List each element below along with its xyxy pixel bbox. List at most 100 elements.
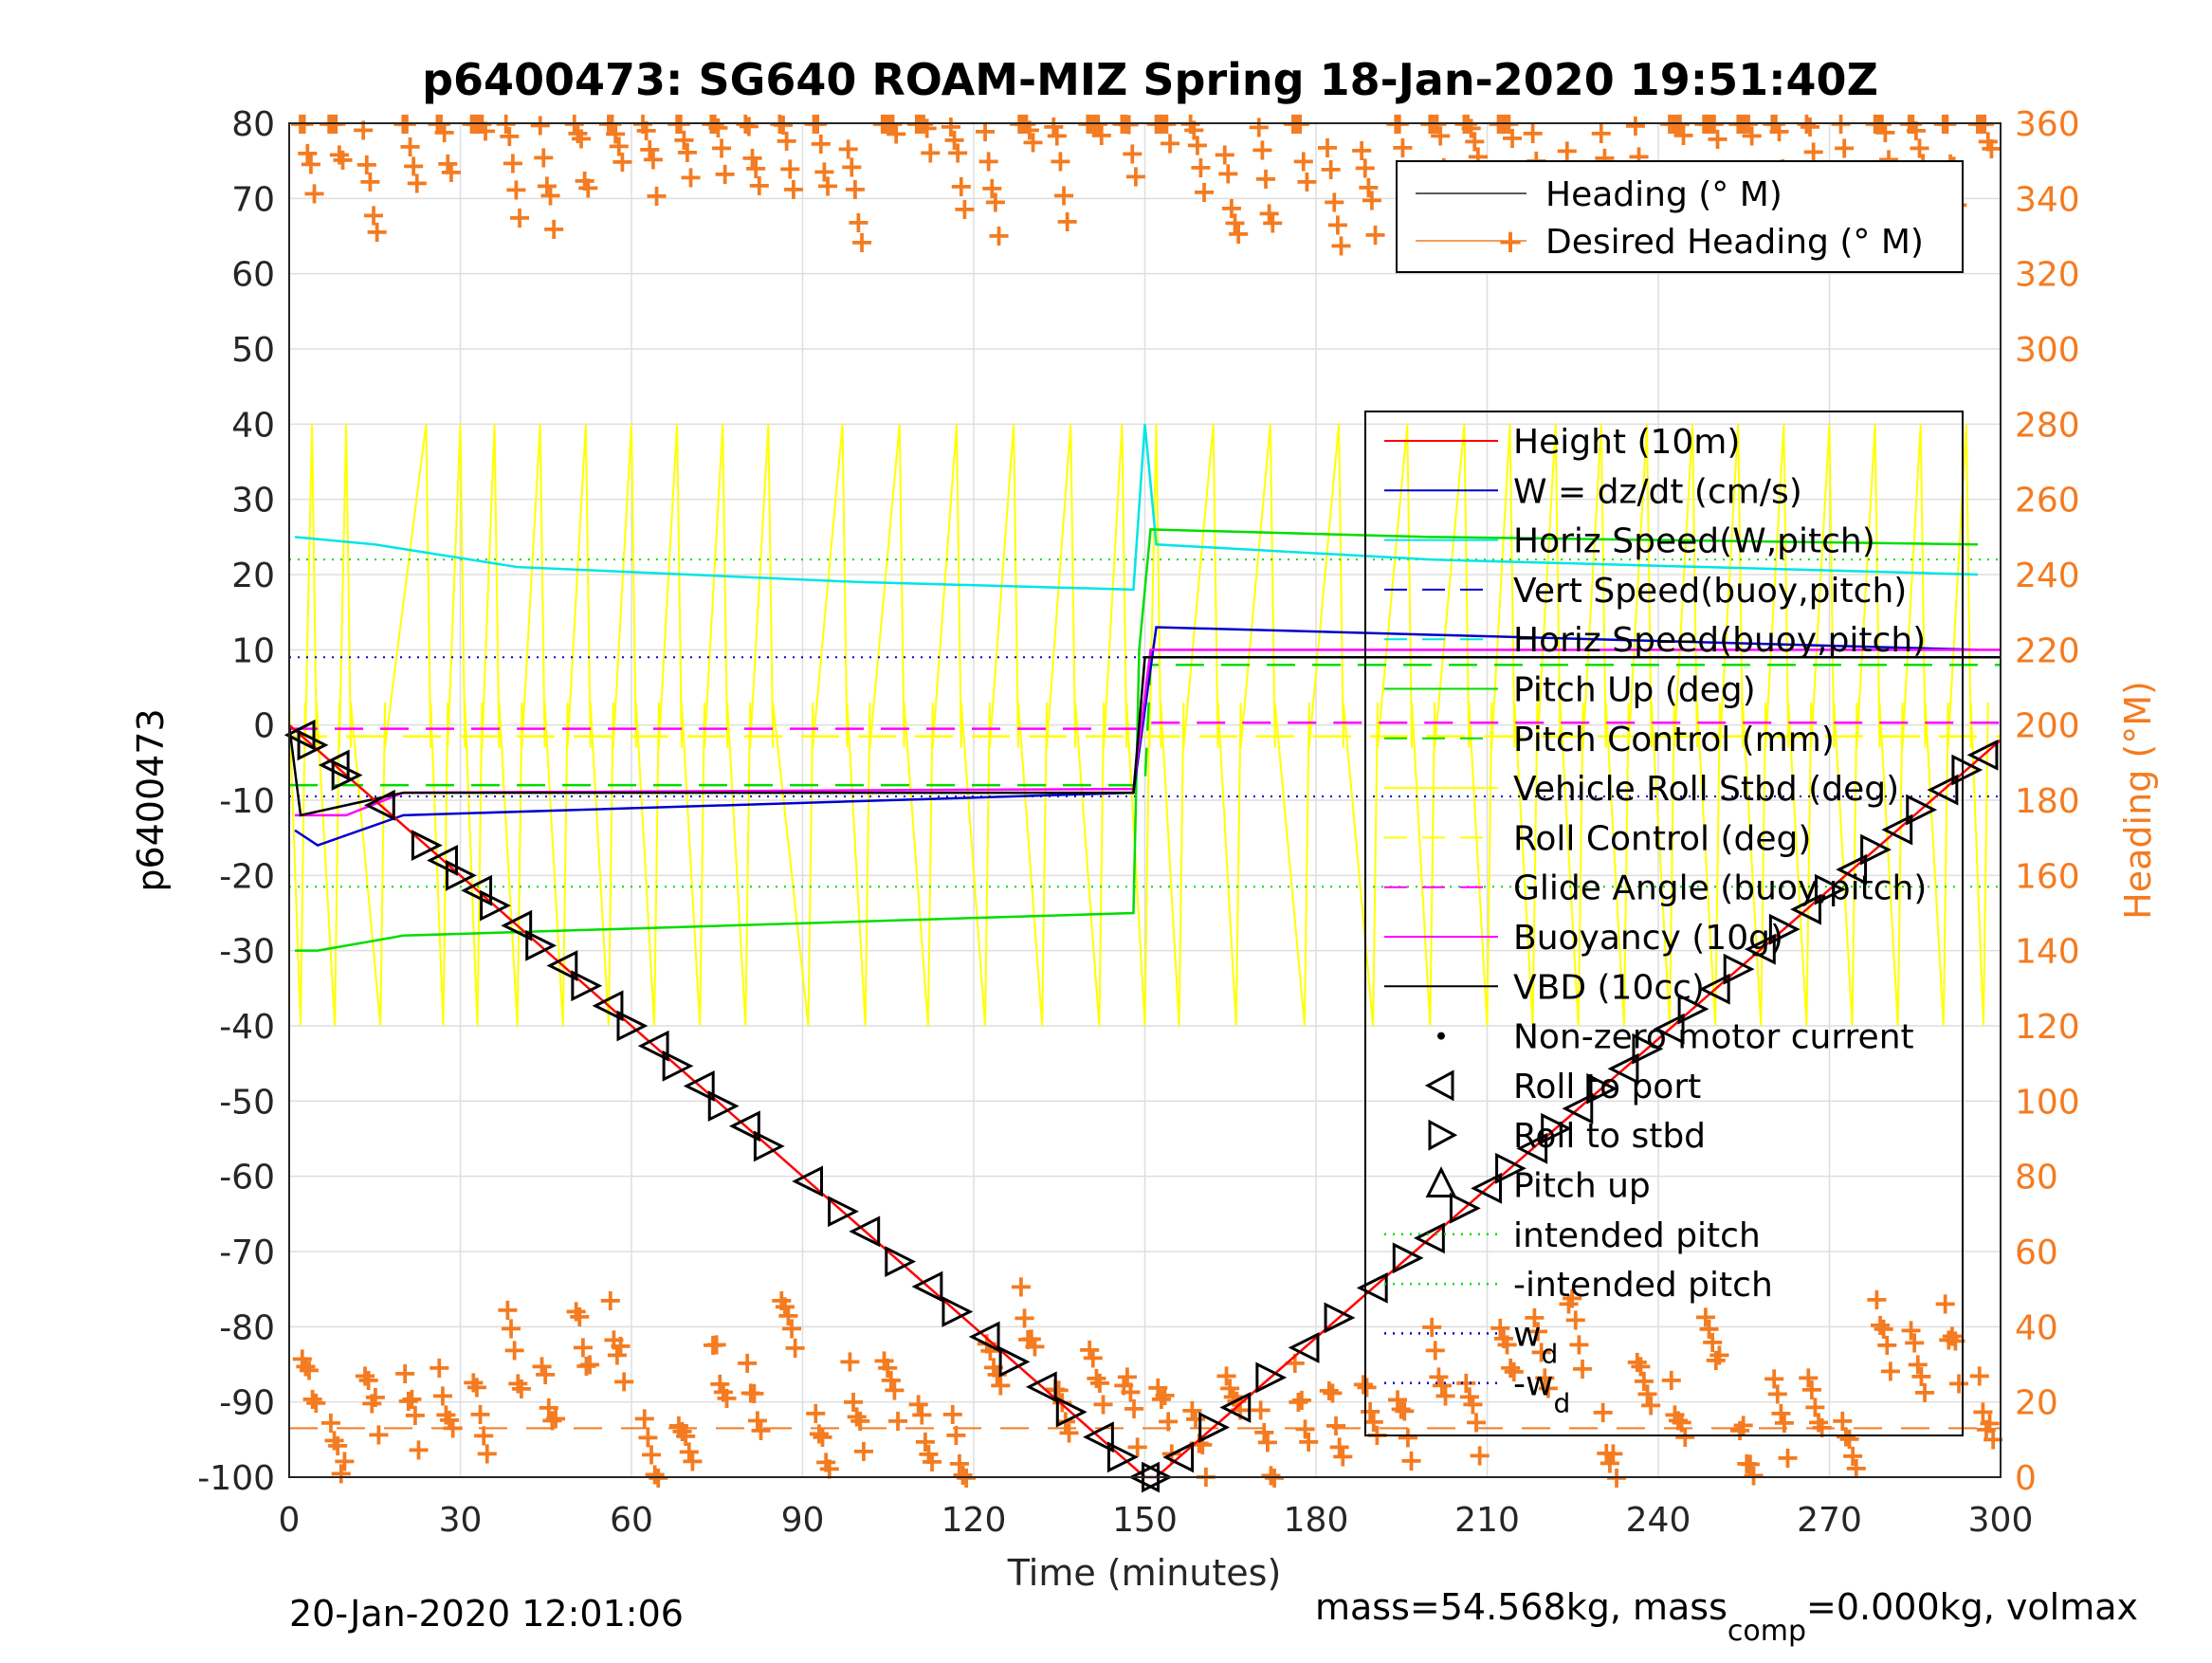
roll-marker xyxy=(446,859,477,891)
heading-marker: + xyxy=(1152,1377,1178,1413)
legend-label-text: -intended pitch xyxy=(1513,1266,1773,1305)
heading-marker: + xyxy=(437,1401,463,1437)
heading-marker: + xyxy=(1762,1361,1787,1397)
y-tick-label-right: 240 xyxy=(2015,557,2080,595)
heading-marker: + xyxy=(1192,174,1217,210)
y-tick-label-right: 40 xyxy=(2015,1308,2058,1347)
y-tick-label-left: -20 xyxy=(219,857,275,896)
y-tick-label-right: 260 xyxy=(2015,482,2080,521)
heading-marker: + xyxy=(1351,1366,1377,1402)
heading-marker: + xyxy=(1254,1424,1280,1460)
heading-marker: + xyxy=(507,199,533,235)
heading-marker: + xyxy=(1352,150,1378,186)
heading-marker: + xyxy=(976,143,1001,179)
heading-marker: + xyxy=(743,150,769,186)
y-tick-label-right: 160 xyxy=(2015,857,2080,896)
roll-marker xyxy=(1392,1242,1424,1274)
heading-marker: + xyxy=(1594,1435,1619,1471)
roll-marker xyxy=(1495,1152,1526,1184)
heading-marker: + xyxy=(1124,1429,1150,1465)
roll-marker xyxy=(1541,1112,1573,1144)
heading-marker: + xyxy=(846,204,871,240)
legend-label-text: Vert Speed(buoy,pitch) xyxy=(1513,572,1907,611)
y-tick-label-left: -100 xyxy=(197,1459,275,1498)
legend-label-text: w xyxy=(1513,1315,1541,1354)
heading-marker: + xyxy=(1258,1457,1284,1493)
heading-marker: + xyxy=(302,175,327,211)
x-tick-label: 150 xyxy=(1112,1501,1178,1540)
heading-marker: + xyxy=(1289,1381,1315,1417)
heading-marker: + xyxy=(298,146,323,182)
legend-label: Roll to stbd xyxy=(1513,1117,1706,1156)
x-tick-label: 300 xyxy=(1968,1501,2034,1540)
heading-marker: + xyxy=(815,167,841,203)
heading-marker: + xyxy=(676,1433,702,1469)
heading-marker: + xyxy=(541,210,567,247)
heading-marker: + xyxy=(1597,1445,1622,1481)
heading-marker: + xyxy=(502,1331,527,1367)
heading-marker: + xyxy=(774,122,799,158)
heading-marker: + xyxy=(780,171,806,207)
roll-marker xyxy=(1815,873,1846,905)
heading-marker: + xyxy=(837,1343,863,1380)
heading-marker: + xyxy=(1324,1407,1349,1443)
y-tick-label-right: 140 xyxy=(2015,933,2080,972)
heading-marker: + xyxy=(914,110,940,146)
heading-marker: + xyxy=(1320,1375,1345,1411)
roll-marker xyxy=(1324,1302,1356,1334)
x-tick-label: 180 xyxy=(1284,1501,1349,1540)
legend-label: Glide Angle (buoy,pitch) xyxy=(1513,869,1927,908)
heading-marker: + xyxy=(1939,1317,1965,1353)
roll-marker xyxy=(968,1321,1000,1353)
heading-marker: + xyxy=(1932,1286,1958,1322)
heading-marker: + xyxy=(473,112,499,148)
roll-marker xyxy=(525,929,558,961)
y-tick-label-right: 220 xyxy=(2015,631,2080,670)
heading-marker: + xyxy=(1837,1420,1862,1456)
heading-marker: + xyxy=(395,1382,421,1418)
heading-marker: + xyxy=(1638,1386,1664,1422)
heading-marker: + xyxy=(1628,1348,1654,1384)
heading-marker: + xyxy=(746,167,772,203)
heading-marker: + xyxy=(1766,113,1792,149)
legend-swatch xyxy=(1424,1069,1454,1102)
heading-marker: + xyxy=(1904,112,1929,148)
heading-marker: + xyxy=(1362,216,1388,252)
heading-marker: + xyxy=(364,213,390,249)
heading-marker: + xyxy=(1693,1299,1719,1335)
heading-marker: + xyxy=(1328,228,1354,264)
heading-marker: + xyxy=(947,1445,973,1481)
heading-marker: + xyxy=(1902,1325,1928,1361)
roll-marker xyxy=(297,729,329,761)
heading-marker: + xyxy=(1843,1450,1869,1486)
y-tick-label-left: 10 xyxy=(231,631,275,670)
heading-marker: + xyxy=(1315,129,1341,165)
heading-marker: + xyxy=(1498,1349,1524,1385)
legend-label: Vehicle Roll Stbd (deg) xyxy=(1513,770,1899,809)
heading-marker: + xyxy=(289,1341,315,1377)
heading-marker: + xyxy=(500,144,525,180)
heading-marker: + xyxy=(601,1321,627,1357)
roll-marker xyxy=(1723,953,1755,985)
heading-marker: + xyxy=(1252,1414,1277,1450)
heading-marker: + xyxy=(1009,1269,1034,1305)
heading-marker: + xyxy=(1700,1324,1726,1360)
heading-marker: + xyxy=(675,134,701,170)
heading-marker: + xyxy=(1696,1310,1722,1346)
heading-marker: + xyxy=(539,1401,565,1437)
heading-marker: + xyxy=(1535,1370,1561,1406)
heading-marker: + xyxy=(1286,1383,1311,1419)
y-tick-label-left: -40 xyxy=(219,1008,275,1047)
legend-label: Pitch Up (deg) xyxy=(1513,671,1756,710)
heading-marker: + xyxy=(1873,114,1898,150)
roll-marker xyxy=(849,1215,881,1248)
y-tick-label-left: -60 xyxy=(219,1159,275,1197)
heading-marker: + xyxy=(1122,1390,1147,1426)
legend-label-text: Non-zero motor current xyxy=(1513,1018,1914,1057)
roll-marker xyxy=(1219,1392,1252,1423)
heading-marker: + xyxy=(610,143,635,179)
heading-marker: + xyxy=(812,154,837,190)
y-tick-label-right: 320 xyxy=(2015,256,2080,295)
legend-label: -intended pitch xyxy=(1513,1266,1773,1305)
heading-marker: + xyxy=(1734,1445,1760,1481)
